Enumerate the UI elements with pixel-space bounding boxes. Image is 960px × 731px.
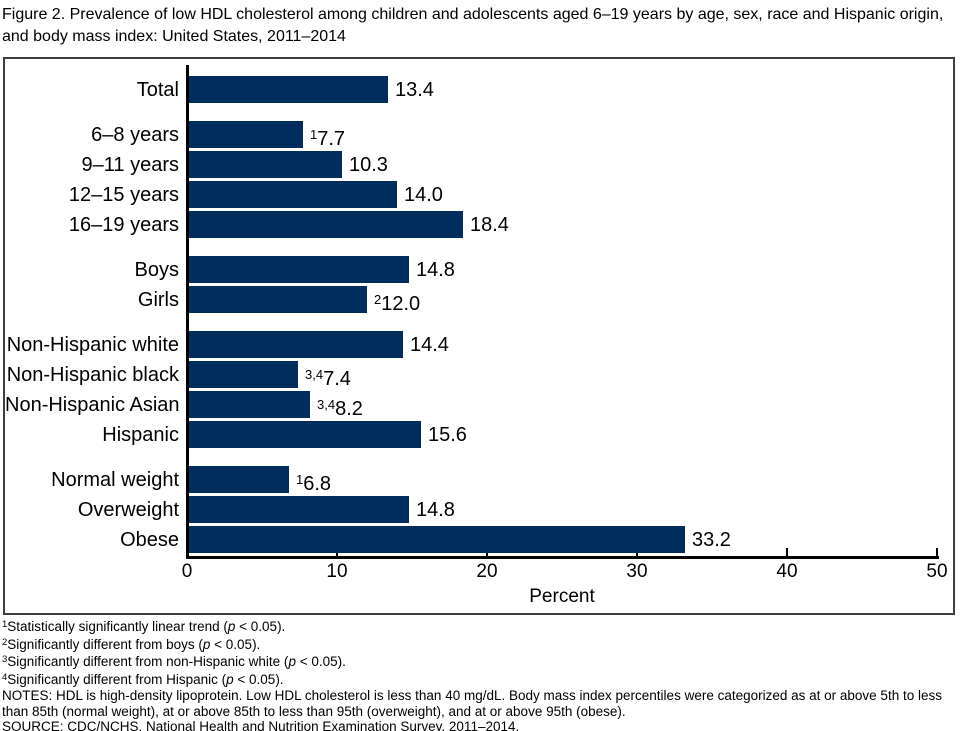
value-superscript: 1: [310, 127, 318, 142]
footnotes-block: 1Statistically significantly linear tren…: [2, 617, 958, 731]
category-label: Non-Hispanic black: [6, 364, 179, 386]
bar: [189, 421, 421, 448]
category-label: Non-Hispanic Asian: [5, 394, 180, 416]
value-superscript: 3,4: [305, 367, 324, 382]
value-label: 3,48.2: [317, 397, 363, 420]
x-tick-mark: [786, 548, 788, 556]
x-tick-label: 0: [181, 561, 193, 582]
bar: [189, 361, 298, 388]
category-label: Boys: [134, 259, 179, 281]
footnote-superscript: 1: [2, 619, 8, 630]
category-label: 6–8 years: [91, 124, 179, 146]
x-tick-label: 50: [926, 561, 948, 582]
value-label: 18.4: [470, 214, 509, 236]
value-superscript: 3,4: [317, 397, 336, 412]
category-label: 9–11 years: [81, 154, 179, 176]
category-label: 16–19 years: [68, 214, 179, 236]
bar: [189, 121, 303, 148]
category-label: Non-Hispanic white: [6, 334, 179, 356]
bar: [189, 151, 342, 178]
footnote: 2Significantly different from boys (p < …: [2, 636, 261, 652]
category-label: 12–15 years: [68, 184, 179, 206]
footnote: 3Significantly different from non-Hispan…: [2, 654, 346, 670]
value-label: 14.8: [416, 259, 455, 281]
p-value-symbol: p: [288, 654, 296, 670]
footnote-superscript: 3: [2, 654, 8, 666]
footnote-list: 1Statistically significantly linear tren…: [2, 617, 958, 688]
footnote: 1Statistically significantly linear tren…: [2, 619, 286, 634]
value-label: 15.6: [428, 424, 467, 446]
footnote-superscript: 4: [2, 672, 8, 684]
y-axis-line: [186, 65, 189, 559]
category-label: Total: [136, 79, 179, 101]
figure-title: Figure 2. Prevalence of low HDL choleste…: [2, 6, 944, 45]
category-label: Overweight: [77, 499, 179, 521]
value-superscript: 1: [296, 472, 304, 487]
value-label: 17.7: [310, 127, 346, 150]
bar: [189, 256, 409, 283]
bar: [189, 331, 403, 358]
bar: [189, 181, 397, 208]
bar: [189, 496, 409, 523]
bar-chart: Percent 0 10 20 30 40 50 Total 13.4 6–8 years 17.…: [5, 59, 953, 613]
footnote: 4Significantly different from Hispanic (…: [2, 672, 284, 688]
x-tick-mark: [186, 548, 188, 556]
value-label: 3,47.4: [305, 367, 351, 390]
category-label: Normal weight: [51, 469, 179, 491]
x-tick-label: 40: [776, 561, 798, 582]
x-tick-mark: [936, 548, 938, 556]
p-value-symbol: p: [227, 619, 236, 634]
chart-area: Percent 0 10 20 30 40 50 Total 13.4 6–8 years 17.…: [3, 57, 955, 615]
value-label: 16.8: [296, 472, 332, 495]
bar: [189, 466, 289, 493]
value-label: 10.3: [349, 154, 388, 176]
category-label: Girls: [137, 289, 179, 311]
value-label: 14.0: [404, 184, 443, 206]
x-axis-line: [186, 556, 939, 559]
source-text: SOURCE: CDC/NCHS, National Health and Nu…: [2, 719, 520, 731]
bar: [189, 286, 367, 313]
bar: [189, 391, 310, 418]
x-axis-title: Percent: [529, 586, 595, 607]
p-value-symbol: p: [202, 636, 211, 652]
x-tick-label: 30: [626, 561, 648, 582]
bar: [189, 76, 388, 103]
x-tick-label: 20: [476, 561, 498, 582]
category-label: Hispanic: [102, 424, 179, 446]
value-label: 212.0: [374, 292, 421, 315]
value-label: 14.4: [410, 334, 449, 356]
x-tick-label: 10: [326, 561, 348, 582]
footnote-superscript: 2: [2, 636, 8, 648]
value-label: 14.8: [416, 499, 455, 521]
value-superscript: 2: [374, 292, 382, 307]
category-label: Obese: [120, 529, 179, 551]
p-value-symbol: p: [226, 672, 234, 688]
notes-text: NOTES: HDL is high-density lipoprotein. …: [2, 687, 942, 719]
bar: [189, 211, 463, 238]
bar: [189, 526, 685, 553]
value-label: 13.4: [395, 79, 434, 101]
value-label: 33.2: [692, 529, 731, 551]
